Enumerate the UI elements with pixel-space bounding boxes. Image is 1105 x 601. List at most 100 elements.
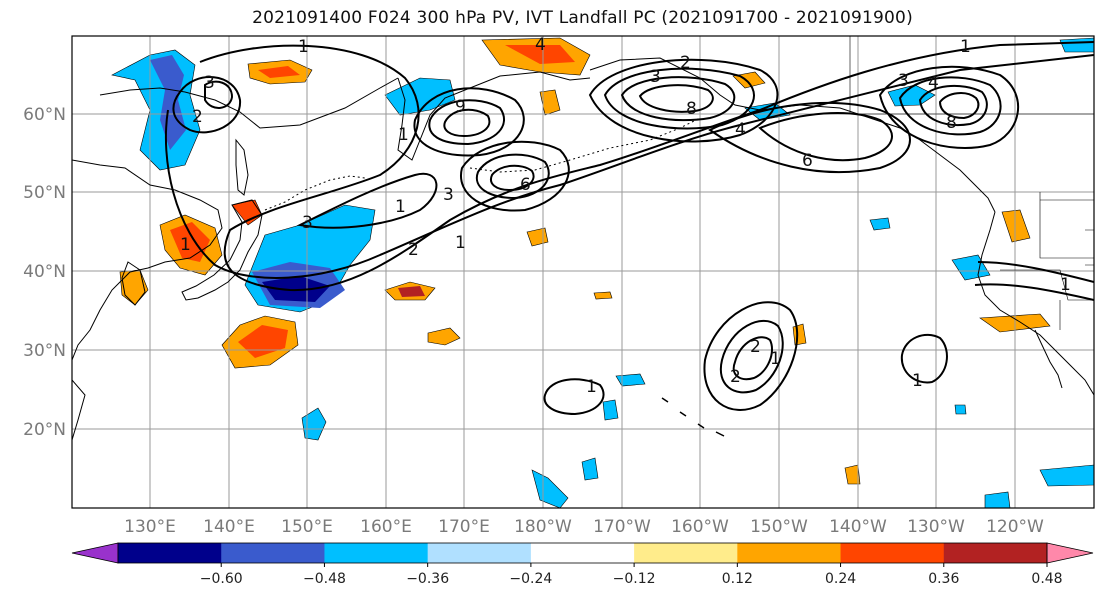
contour-label: 1 <box>455 233 466 253</box>
negative-anomaly-area <box>301 407 327 441</box>
colorbar-tick-labels: −0.60 −0.48 −0.36 −0.24 −0.12 0.12 0.24 0.36 0.4… <box>200 563 1063 587</box>
contour-label: 2 <box>750 337 761 357</box>
colorbar-tick-label: −0.12 <box>613 571 656 587</box>
contour-label: 2 <box>680 53 691 73</box>
lat-label: 20°N <box>23 420 66 440</box>
pv-contour <box>974 283 1094 301</box>
state-border <box>1000 269 1094 301</box>
negative-anomaly-area <box>615 373 646 387</box>
lat-label: 60°N <box>23 105 66 125</box>
pv-contour <box>428 99 506 146</box>
pv-contour <box>475 153 550 200</box>
japan-coastline <box>181 199 263 301</box>
contour-label: 1 <box>395 197 406 217</box>
pv-contour <box>878 65 1019 149</box>
lon-label: 130°W <box>907 517 965 537</box>
pv-contour <box>758 112 893 162</box>
negative-anomaly-area <box>984 491 1011 508</box>
pv-contour <box>296 172 438 229</box>
pv-contour <box>603 67 755 130</box>
lon-label: 160°E <box>360 517 412 537</box>
contour-label: 1 <box>586 377 597 397</box>
pv-contours <box>164 41 1094 416</box>
contour-labels: 1 3 2 3 1 1 9 2 1 3 6 8 4 3 6 2 1 4 8 4 … <box>180 35 1071 397</box>
colorbar-segment <box>634 543 738 563</box>
coastlines <box>72 57 1094 441</box>
sakhalin-coastline <box>235 138 249 196</box>
pv-contour <box>638 84 714 113</box>
lon-label: 120°W <box>986 517 1044 537</box>
positive-anomaly-area <box>398 286 425 297</box>
pv-contour <box>732 336 773 381</box>
contour-label: 2 <box>730 367 741 387</box>
contour-label: 1 <box>180 235 191 255</box>
contour-label: 4 <box>535 35 546 55</box>
negative-anomaly-area <box>954 404 967 415</box>
negative-anomaly-area <box>602 399 619 421</box>
lon-label: 160°W <box>671 517 729 537</box>
state-border <box>1039 192 1094 259</box>
contour-label: 6 <box>802 151 813 171</box>
pv-contour <box>172 76 242 134</box>
contour-label: 3 <box>443 185 454 205</box>
colorbar-segment <box>943 543 1048 563</box>
pv-contour <box>543 378 605 416</box>
lon-label: 150°E <box>281 517 333 537</box>
negative-anomaly-area <box>262 276 330 302</box>
contour-label: 4 <box>928 73 939 93</box>
positive-anomaly-area <box>593 291 613 300</box>
lon-label: 130°E <box>124 517 176 537</box>
colorbar-tick-label: 0.24 <box>825 571 856 587</box>
lon-label: 170°W <box>593 517 651 537</box>
baja-coastline <box>1034 329 1063 389</box>
positive-anomaly-area <box>1001 209 1031 243</box>
korea-coastline <box>121 261 146 306</box>
lon-label: 180°W <box>514 517 572 537</box>
contour-label: 2 <box>408 240 419 260</box>
colorbar <box>71 542 1094 564</box>
pv-contour <box>918 84 988 126</box>
colorbar-tick-label: −0.60 <box>200 571 243 587</box>
positive-anomaly-area <box>505 45 575 64</box>
pv-contour <box>459 140 570 212</box>
kamchatka-coastline <box>397 71 591 161</box>
pv-contour <box>938 92 980 120</box>
latitude-labels: 60°N 50°N 40°N 30°N 20°N <box>23 105 66 440</box>
lon-label: 140°W <box>829 517 887 537</box>
pv-contour <box>898 76 1002 136</box>
colorbar-border <box>117 542 1048 564</box>
contour-label: 8 <box>946 113 957 133</box>
pv-contour <box>588 58 779 143</box>
colorbar-segment <box>324 543 429 563</box>
contour-label: 3 <box>898 71 909 91</box>
contour-label: 9 <box>455 97 466 117</box>
colorbar-tick-label: 0.12 <box>722 571 753 587</box>
contour-label: 3 <box>204 73 215 93</box>
negative-anomaly-area <box>1039 464 1094 487</box>
asia-coastline <box>72 379 86 441</box>
hawaii-islands <box>661 397 725 437</box>
lat-label: 40°N <box>23 262 66 282</box>
contour-label: 1 <box>912 371 923 391</box>
lon-label: 170°E <box>438 517 490 537</box>
negative-anomaly-area <box>581 457 599 481</box>
lat-label: 30°N <box>23 341 66 361</box>
contour-label: 3 <box>650 67 661 87</box>
colorbar-tick-label: 0.48 <box>1031 571 1062 587</box>
pv-contour <box>413 87 525 157</box>
aleutian-islands <box>469 117 701 173</box>
contour-label: 6 <box>520 175 531 195</box>
negative-anomaly-area <box>869 217 891 231</box>
contour-label: 2 <box>192 107 203 127</box>
positive-anomaly-area <box>258 66 300 78</box>
lon-label: 150°W <box>750 517 808 537</box>
north-america-coastline <box>977 211 1094 396</box>
colorbar-segment <box>840 543 945 563</box>
colorbar-segment <box>221 543 325 563</box>
colorbar-extend-low <box>71 542 119 564</box>
pv-contour <box>719 320 784 394</box>
contour-label: 3 <box>302 213 313 233</box>
pv-contour <box>490 164 535 192</box>
pv-contour <box>204 80 234 109</box>
contour-label: 8 <box>686 99 697 119</box>
